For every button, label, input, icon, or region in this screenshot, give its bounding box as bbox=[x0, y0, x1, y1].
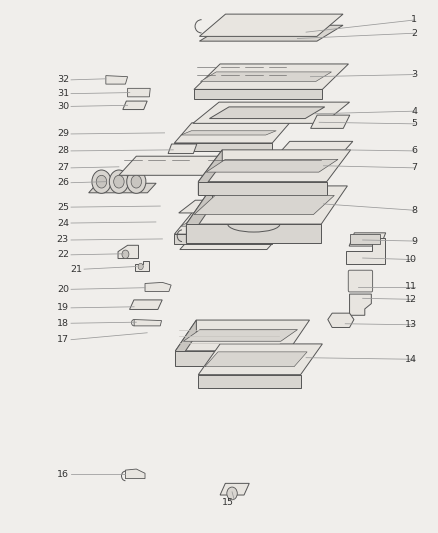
Text: 19: 19 bbox=[57, 303, 69, 312]
Text: 27: 27 bbox=[57, 164, 69, 172]
Polygon shape bbox=[88, 183, 156, 193]
Polygon shape bbox=[130, 300, 162, 310]
Text: 31: 31 bbox=[57, 89, 69, 98]
Text: 15: 15 bbox=[222, 498, 234, 507]
Text: 24: 24 bbox=[57, 219, 69, 228]
Polygon shape bbox=[198, 150, 351, 182]
Text: 16: 16 bbox=[57, 470, 69, 479]
Polygon shape bbox=[194, 196, 334, 215]
Polygon shape bbox=[123, 101, 147, 110]
Polygon shape bbox=[349, 233, 386, 246]
Text: 26: 26 bbox=[57, 178, 69, 187]
Polygon shape bbox=[176, 320, 310, 351]
Polygon shape bbox=[194, 64, 349, 90]
Polygon shape bbox=[328, 313, 354, 327]
Polygon shape bbox=[181, 131, 276, 135]
Text: 11: 11 bbox=[405, 282, 417, 291]
Polygon shape bbox=[134, 319, 162, 326]
Text: 25: 25 bbox=[57, 203, 69, 212]
Text: 28: 28 bbox=[57, 147, 69, 156]
Polygon shape bbox=[350, 294, 371, 316]
Polygon shape bbox=[198, 182, 327, 195]
Polygon shape bbox=[186, 224, 321, 243]
Polygon shape bbox=[201, 72, 332, 82]
Polygon shape bbox=[118, 245, 138, 259]
Polygon shape bbox=[194, 90, 322, 99]
Text: 7: 7 bbox=[411, 164, 417, 172]
Text: 1: 1 bbox=[411, 15, 417, 25]
Text: 13: 13 bbox=[405, 320, 417, 329]
Polygon shape bbox=[198, 150, 222, 195]
Text: 2: 2 bbox=[411, 29, 417, 38]
Polygon shape bbox=[193, 102, 350, 123]
Polygon shape bbox=[186, 186, 212, 243]
Text: 29: 29 bbox=[57, 130, 69, 139]
Circle shape bbox=[96, 175, 107, 188]
Polygon shape bbox=[176, 320, 196, 366]
Polygon shape bbox=[174, 212, 290, 234]
Polygon shape bbox=[179, 200, 285, 213]
Text: 17: 17 bbox=[57, 335, 69, 344]
Polygon shape bbox=[135, 261, 149, 271]
Circle shape bbox=[138, 263, 143, 270]
Polygon shape bbox=[174, 123, 290, 143]
Polygon shape bbox=[181, 220, 277, 226]
Polygon shape bbox=[311, 115, 350, 128]
Polygon shape bbox=[180, 229, 285, 249]
Circle shape bbox=[122, 250, 129, 259]
Text: 30: 30 bbox=[57, 102, 69, 111]
Polygon shape bbox=[209, 107, 325, 118]
Text: 10: 10 bbox=[405, 255, 417, 264]
Polygon shape bbox=[206, 159, 338, 172]
Polygon shape bbox=[198, 344, 322, 375]
Polygon shape bbox=[275, 141, 353, 158]
Text: 4: 4 bbox=[411, 107, 417, 116]
Circle shape bbox=[114, 175, 124, 188]
Text: 18: 18 bbox=[57, 319, 69, 328]
Bar bbox=[350, 234, 380, 244]
Text: 21: 21 bbox=[70, 265, 82, 273]
Circle shape bbox=[131, 175, 141, 188]
Text: 23: 23 bbox=[57, 236, 69, 245]
Polygon shape bbox=[145, 282, 171, 292]
Polygon shape bbox=[174, 234, 272, 244]
Polygon shape bbox=[199, 14, 343, 36]
FancyBboxPatch shape bbox=[348, 270, 373, 292]
Polygon shape bbox=[168, 144, 197, 154]
Circle shape bbox=[110, 170, 128, 193]
Polygon shape bbox=[106, 76, 127, 84]
Text: 6: 6 bbox=[411, 147, 417, 156]
Polygon shape bbox=[220, 483, 249, 495]
Polygon shape bbox=[186, 186, 347, 224]
Circle shape bbox=[92, 170, 111, 193]
Polygon shape bbox=[184, 329, 297, 341]
Polygon shape bbox=[174, 143, 272, 151]
Polygon shape bbox=[176, 351, 289, 366]
Circle shape bbox=[227, 487, 237, 500]
Text: 14: 14 bbox=[405, 355, 417, 364]
Polygon shape bbox=[127, 88, 150, 97]
Polygon shape bbox=[125, 469, 145, 479]
Text: 3: 3 bbox=[411, 70, 417, 79]
Text: 8: 8 bbox=[411, 206, 417, 215]
Circle shape bbox=[127, 170, 146, 193]
Text: 12: 12 bbox=[405, 295, 417, 304]
Polygon shape bbox=[199, 25, 343, 41]
Polygon shape bbox=[205, 352, 307, 367]
Polygon shape bbox=[119, 156, 228, 175]
Polygon shape bbox=[346, 238, 385, 264]
Text: 22: 22 bbox=[57, 251, 69, 260]
Text: 9: 9 bbox=[411, 237, 417, 246]
Text: 5: 5 bbox=[411, 119, 417, 128]
Text: 20: 20 bbox=[57, 285, 69, 294]
Polygon shape bbox=[198, 375, 300, 388]
Text: 32: 32 bbox=[57, 75, 69, 84]
